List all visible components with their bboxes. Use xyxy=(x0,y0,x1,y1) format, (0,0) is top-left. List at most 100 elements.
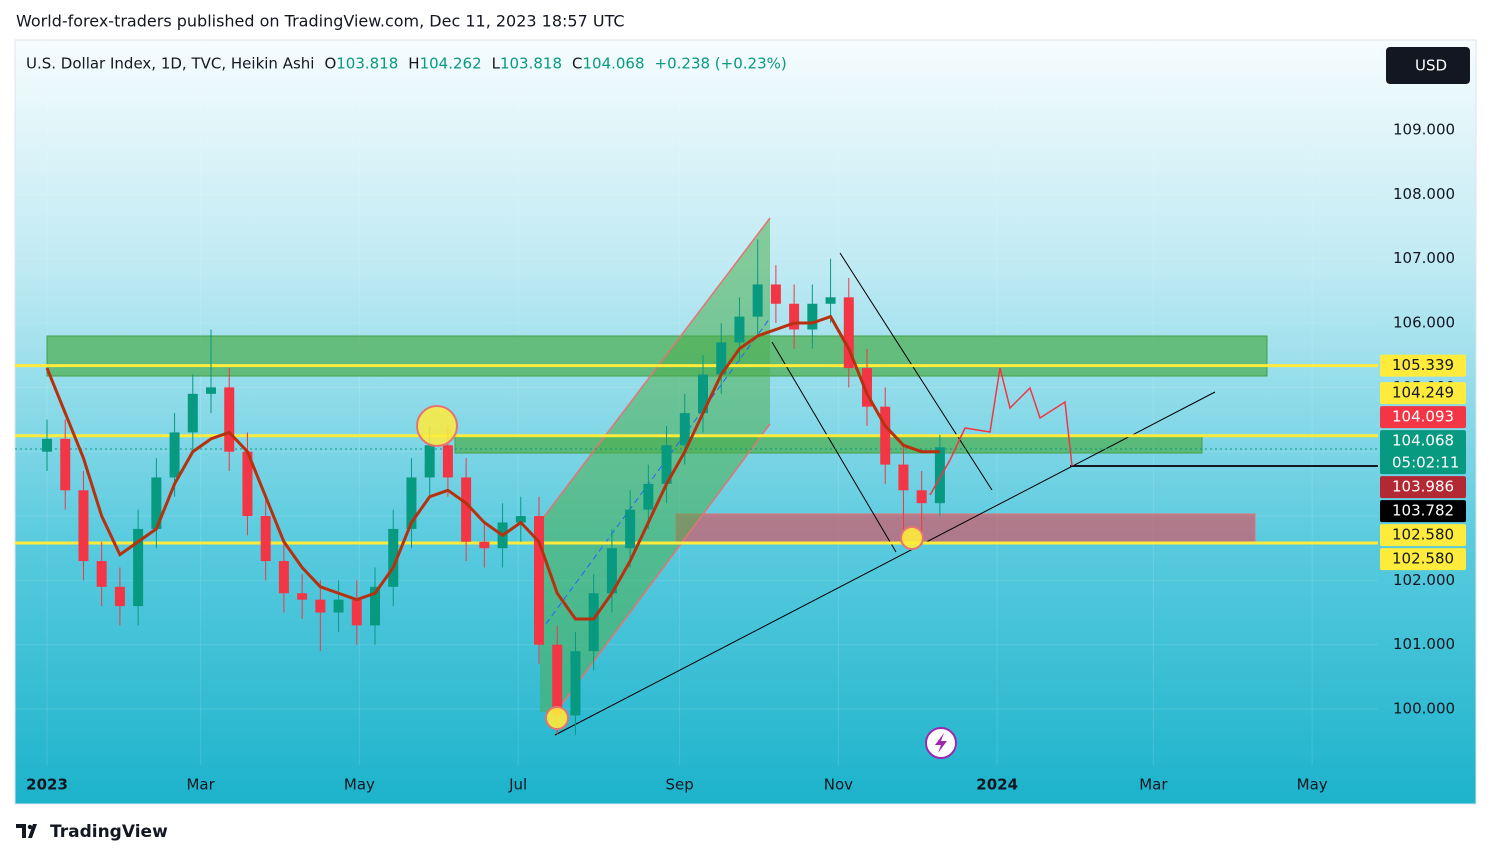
series xyxy=(42,239,945,735)
channel-edge xyxy=(555,423,771,713)
candle-body xyxy=(114,586,125,607)
candle-body xyxy=(570,651,581,716)
candle-body xyxy=(515,516,526,523)
candle-body xyxy=(406,477,417,529)
overlay xyxy=(416,367,1073,759)
candle-body xyxy=(934,447,945,504)
candle-body xyxy=(898,464,909,491)
candle-body xyxy=(42,438,53,452)
candle-body xyxy=(260,516,271,562)
candle-body xyxy=(698,374,709,414)
candle-body xyxy=(479,541,490,549)
candle-body xyxy=(351,599,362,626)
moving-average xyxy=(45,314,940,621)
x-tick-label: May xyxy=(1297,776,1328,794)
ohlc-value: 104.262 xyxy=(420,55,482,73)
x-tick-label: May xyxy=(344,776,375,794)
price-change: +0.238 (+0.23%) xyxy=(655,55,787,73)
candle-body xyxy=(133,528,144,607)
price-label: 103.782 xyxy=(1392,502,1454,520)
candle-body xyxy=(880,406,891,465)
price-label-box xyxy=(1380,524,1466,547)
publisher-line: World-forex-traders published on Trading… xyxy=(16,12,625,31)
candle-body xyxy=(242,451,253,517)
candle-body xyxy=(388,528,399,587)
price-label-box xyxy=(1380,500,1466,523)
price-label-box xyxy=(1380,430,1466,475)
x-tick-label: Sep xyxy=(665,776,693,794)
support-zone xyxy=(454,436,1203,454)
price-label: 102.580 xyxy=(1392,550,1454,568)
price-label: 104.093 xyxy=(1392,408,1454,426)
price-label: 103.986 xyxy=(1392,478,1454,496)
ohlc-value: 103.818 xyxy=(336,55,398,73)
event-icon-bolt xyxy=(935,733,947,753)
channel-edge xyxy=(539,217,771,523)
ohlc-value: 104.068 xyxy=(582,55,644,73)
grid xyxy=(15,40,1378,765)
candle-body xyxy=(588,593,599,652)
candle-body xyxy=(187,393,198,433)
candle-body xyxy=(206,387,217,394)
price-label-box xyxy=(1380,382,1466,405)
candle-body xyxy=(333,599,344,613)
candle-body xyxy=(60,438,71,491)
channel-midline xyxy=(539,317,771,633)
currency-button[interactable] xyxy=(1386,47,1470,84)
candle-body xyxy=(643,483,654,510)
candle-body xyxy=(734,316,745,343)
candle-body xyxy=(297,593,308,600)
candle-body xyxy=(789,303,800,330)
y-tick-label: 100.000 xyxy=(1393,700,1455,718)
candle-body xyxy=(625,509,636,549)
price-countdown: 05:02:11 xyxy=(1392,454,1459,472)
candle-body xyxy=(370,586,381,626)
candle-body xyxy=(716,342,727,375)
candle-body xyxy=(679,413,690,446)
highlight-circle xyxy=(545,706,569,730)
price-label-box xyxy=(1380,406,1466,429)
ohlc-label: L xyxy=(492,55,501,73)
y-tick-label: 107.000 xyxy=(1393,249,1455,267)
axes: 100.000101.000102.000103.000104.000105.0… xyxy=(26,121,1466,794)
candle-body xyxy=(807,303,818,330)
x-tick-label: Mar xyxy=(186,776,215,794)
demand-zone xyxy=(675,513,1256,544)
candle-body xyxy=(424,445,435,478)
price-label: 102.580 xyxy=(1392,526,1454,544)
footer-logo xyxy=(16,824,37,838)
y-tick-label: 102.000 xyxy=(1393,571,1455,589)
price-label: 104.068 xyxy=(1392,432,1454,450)
candle-body xyxy=(461,477,472,542)
logo-mark xyxy=(16,824,37,838)
candle-body xyxy=(278,561,289,594)
ohlc-label: O xyxy=(324,55,336,73)
channel xyxy=(540,218,770,712)
x-tick-label: 2024 xyxy=(976,776,1018,794)
candle-body xyxy=(534,516,545,645)
y-tick-label: 109.000 xyxy=(1393,121,1455,139)
ohlc-value: 103.818 xyxy=(500,55,562,73)
trend-line xyxy=(771,341,897,553)
footer-brand: TradingView xyxy=(50,822,168,842)
candle-body xyxy=(151,477,162,529)
trend-line xyxy=(839,252,993,491)
y-tick-label: 106.000 xyxy=(1393,314,1455,332)
candle-body xyxy=(825,297,836,304)
currency-button-label[interactable]: USD xyxy=(1415,57,1447,75)
candle-body xyxy=(169,432,180,478)
projection-path xyxy=(929,367,1073,496)
drawings xyxy=(15,217,1378,736)
highlight-circle xyxy=(900,526,924,550)
y-tick-label: 108.000 xyxy=(1393,185,1455,203)
candle-body xyxy=(224,387,235,452)
candle-body xyxy=(96,561,107,587)
symbol-title: U.S. Dollar Index, 1D, TVC, Heikin Ashi xyxy=(26,55,314,73)
candle-body xyxy=(315,599,326,613)
candle-body xyxy=(606,548,617,594)
price-label-box xyxy=(1380,354,1466,377)
y-tick-label: 101.000 xyxy=(1393,635,1455,653)
candle-body xyxy=(78,490,89,562)
